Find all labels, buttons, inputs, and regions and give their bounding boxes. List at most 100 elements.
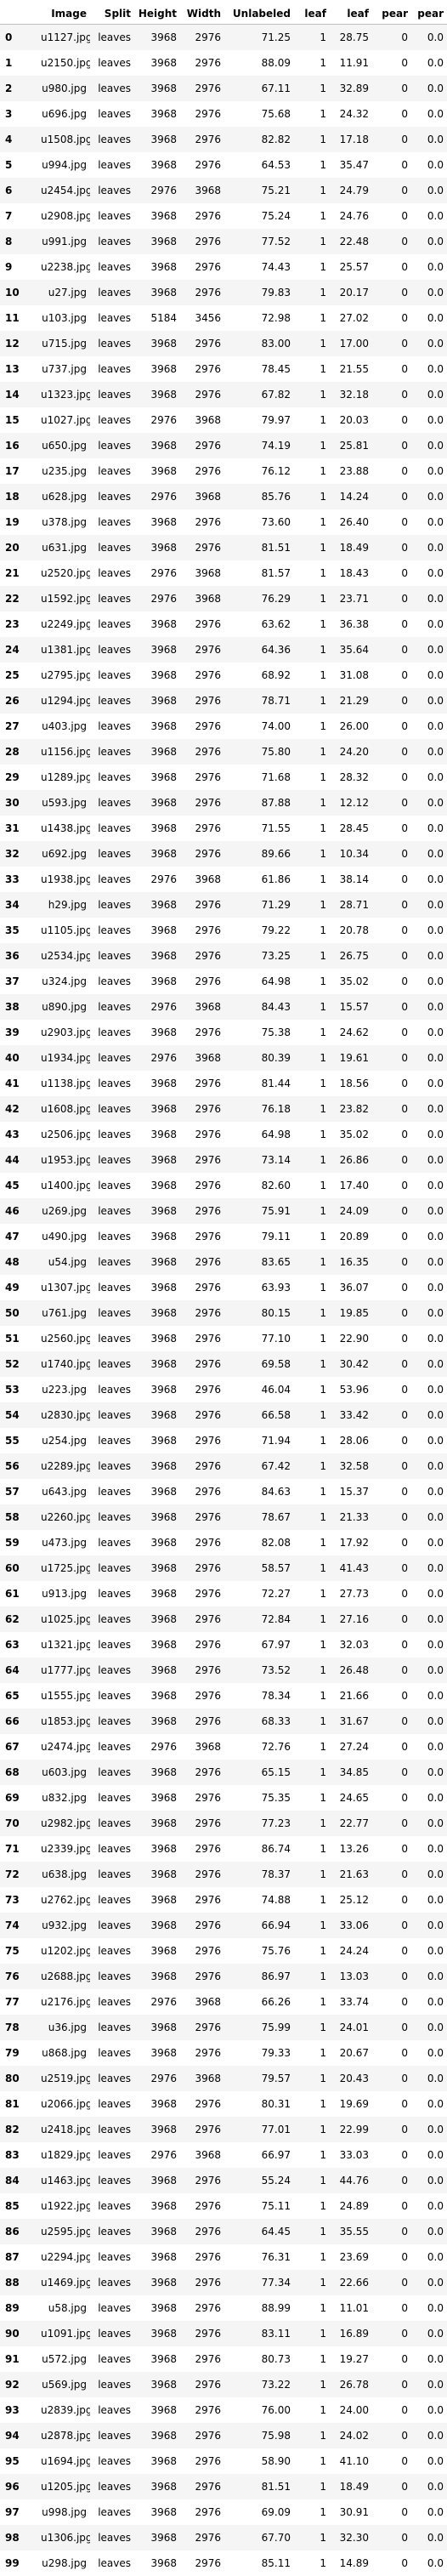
leaf-percent-cell: 33.03 (330, 2142, 372, 2168)
leaf-count-cell: 1 (294, 2066, 330, 2091)
split-cell: leaves (90, 1300, 134, 1326)
leaf-percent-cell: 24.09 (330, 1198, 372, 1224)
pear-percent-cell: 0.0 (411, 1964, 447, 1989)
split-cell: leaves (90, 509, 134, 535)
unlabeled-cell: 75.68 (224, 101, 294, 127)
row-index: 61 (0, 1581, 37, 1606)
split-cell: leaves (90, 152, 134, 178)
leaf-percent-cell: 33.42 (330, 1402, 372, 1428)
pear-percent-cell: 0.0 (411, 2168, 447, 2193)
leaf-percent-cell: 24.32 (330, 101, 372, 127)
pear-count-cell: 0 (372, 867, 411, 892)
leaf-percent-cell: 11.91 (330, 50, 372, 76)
pear-percent-cell: 0.0 (411, 2244, 447, 2270)
pear-count-cell: 0 (372, 1071, 411, 1096)
pear-percent-cell: 0.0 (411, 1938, 447, 1964)
leaf-count-cell: 1 (294, 560, 330, 586)
pear-count-cell: 0 (372, 356, 411, 382)
height-cell: 3968 (134, 1275, 180, 1300)
unlabeled-cell: 65.15 (224, 1760, 294, 1785)
unlabeled-cell: 74.19 (224, 433, 294, 458)
split-cell: leaves (90, 943, 134, 969)
leaf-percent-cell: 25.81 (330, 433, 372, 458)
leaf-percent-cell: 15.57 (330, 994, 372, 1020)
leaf-count-cell: 1 (294, 1989, 330, 2015)
pear-percent-cell: 0.0 (411, 918, 447, 943)
pear-count-cell: 0 (372, 2474, 411, 2499)
image-cell: u932.jpg (37, 1913, 90, 1938)
height-cell: 3968 (134, 662, 180, 688)
width-cell: 2976 (180, 356, 224, 382)
leaf-count-cell: 1 (294, 1071, 330, 1096)
pear-percent-cell: 0.0 (411, 1275, 447, 1300)
pear-percent-cell: 0.0 (411, 1045, 447, 1071)
row-index: 48 (0, 1249, 37, 1275)
image-cell: u2260.jpg (37, 1504, 90, 1530)
split-cell: leaves (90, 892, 134, 918)
pear-percent-cell: 0.0 (411, 1300, 447, 1326)
split-cell: leaves (90, 841, 134, 867)
split-cell: leaves (90, 1836, 134, 1862)
pear-percent-cell: 0.0 (411, 892, 447, 918)
leaf-count-cell: 1 (294, 1020, 330, 1045)
leaf-count-cell: 1 (294, 25, 330, 51)
split-cell: leaves (90, 790, 134, 816)
leaf-percent-cell: 24.01 (330, 2015, 372, 2040)
split-cell: leaves (90, 2244, 134, 2270)
height-cell: 3968 (134, 1249, 180, 1275)
height-cell: 3968 (134, 1785, 180, 1811)
pear-percent-cell: 0.0 (411, 2270, 447, 2295)
height-cell: 3968 (134, 2346, 180, 2372)
leaf-percent-cell: 36.07 (330, 1275, 372, 1300)
unlabeled-cell: 74.88 (224, 1887, 294, 1913)
width-cell: 2976 (180, 739, 224, 765)
pear-percent-cell: 0.0 (411, 765, 447, 790)
split-cell: leaves (90, 662, 134, 688)
pear-percent-cell: 0.0 (411, 1581, 447, 1606)
row-index: 22 (0, 586, 37, 611)
row-index: 42 (0, 1096, 37, 1122)
width-cell: 2976 (180, 433, 224, 458)
image-cell: u1938.jpg (37, 867, 90, 892)
unlabeled-cell: 72.76 (224, 1734, 294, 1760)
width-cell: 2976 (180, 2448, 224, 2474)
leaf-percent-cell: 28.75 (330, 25, 372, 51)
row-index: 38 (0, 994, 37, 1020)
leaf-percent-cell: 35.55 (330, 2219, 372, 2244)
leaf-percent-cell: 17.92 (330, 1530, 372, 1555)
height-cell: 3968 (134, 1351, 180, 1377)
split-cell: leaves (90, 867, 134, 892)
image-cell: u2150.jpg (37, 50, 90, 76)
leaf-count-cell: 1 (294, 943, 330, 969)
width-cell: 2976 (180, 1632, 224, 1658)
width-cell: 2976 (180, 2550, 224, 2576)
pear-count-cell: 0 (372, 305, 411, 331)
pear-count-cell: 0 (372, 1658, 411, 1683)
leaf-percent-cell: 21.33 (330, 1504, 372, 1530)
leaf-percent-cell: 26.75 (330, 943, 372, 969)
leaf-count-cell: 1 (294, 2193, 330, 2219)
pear-percent-cell: 0.0 (411, 1122, 447, 1147)
pear-count-cell: 0 (372, 1479, 411, 1504)
leaf-count-cell: 1 (294, 331, 330, 356)
row-index: 3 (0, 101, 37, 127)
image-cell: u1469.jpg (37, 2270, 90, 2295)
split-cell: leaves (90, 1275, 134, 1300)
leaf-percent-cell: 22.99 (330, 2117, 372, 2142)
pear-count-cell: 0 (372, 1530, 411, 1555)
row-index: 78 (0, 2015, 37, 2040)
height-cell: 3968 (134, 1913, 180, 1938)
height-cell: 5184 (134, 305, 180, 331)
split-cell: leaves (90, 229, 134, 254)
pear-percent-cell: 0.0 (411, 127, 447, 152)
unlabeled-cell: 75.11 (224, 2193, 294, 2219)
image-cell: u980.jpg (37, 76, 90, 101)
